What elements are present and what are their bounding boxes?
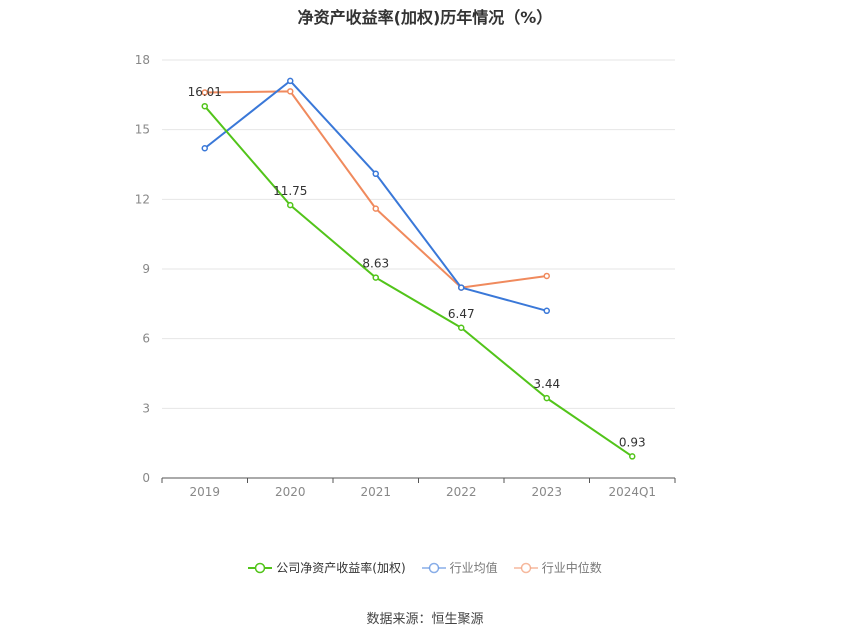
y-tick-label: 18 [135, 53, 150, 67]
x-tick-label: 2021 [360, 485, 391, 499]
y-tick-label: 9 [142, 262, 150, 276]
legend-label: 行业中位数 [541, 561, 602, 575]
data-label: 6.47 [448, 307, 475, 321]
data-point [543, 272, 550, 280]
x-tick-label: 2019 [189, 485, 220, 499]
data-point [458, 284, 465, 291]
data-point [372, 205, 379, 212]
data-point [629, 453, 636, 460]
data-point [372, 274, 379, 281]
legend-label: 行业均值 [449, 561, 498, 575]
data-point [543, 307, 550, 315]
data-label: 11.75 [273, 184, 307, 198]
legend-label: 公司净资产收益率(加权) [276, 561, 406, 575]
x-tick-label: 2023 [531, 485, 562, 499]
data-point [201, 89, 208, 96]
data-point [287, 201, 294, 209]
data-label: 16.01 [188, 85, 222, 99]
legend-item-0[interactable]: 公司净资产收益率(加权) [248, 559, 406, 576]
data-label: 0.93 [619, 435, 646, 449]
data-point [201, 102, 208, 110]
y-tick-label: 3 [142, 401, 150, 415]
chart-title: 净资产收益率(加权)历年情况（%） [297, 8, 553, 27]
source-note: 数据来源：恒生聚源 [366, 612, 484, 627]
x-tick-label: 2022 [446, 485, 477, 499]
y-tick-label: 6 [142, 332, 150, 346]
y-tick-label: 0 [142, 471, 150, 485]
data-point [372, 170, 379, 178]
x-tick-label: 2024Q1 [608, 485, 656, 499]
data-point [543, 394, 550, 402]
y-tick-label: 12 [135, 192, 150, 206]
data-point [201, 144, 208, 152]
x-tick-label: 2020 [275, 485, 306, 499]
legend-item-2[interactable]: 行业中位数 [513, 559, 602, 576]
chart-legend: 公司净资产收益率(加权) 行业均值 行业中位数 [0, 559, 850, 576]
data-point [458, 324, 465, 332]
legend-swatch-icon [421, 562, 446, 573]
data-label: 3.44 [533, 377, 560, 391]
data-label: 8.63 [362, 257, 389, 271]
legend-swatch-icon [248, 562, 273, 573]
legend-swatch-icon [513, 562, 538, 573]
data-point [287, 77, 294, 85]
legend-item-1[interactable]: 行业均值 [421, 559, 498, 576]
data-point [287, 88, 294, 95]
y-tick-label: 15 [135, 123, 150, 137]
series-line-0 [203, 105, 633, 458]
